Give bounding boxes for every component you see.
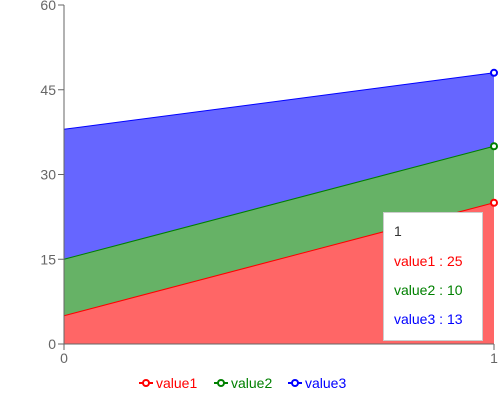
tooltip-row-value1: value1 : 25 [394,253,472,269]
legend-label-value2: value2 [231,375,272,391]
tooltip-row-sep: : [439,282,444,298]
chart-tooltip: 1 value1 : 25 value2 : 10 value3 : 13 [383,212,483,341]
point-value3 [490,68,498,77]
area-value3 [64,72,494,260]
legend-swatch-dot [142,379,150,387]
y-tick-label: 60 [40,0,56,13]
tooltip-row-sep: : [439,311,444,327]
tooltip-row-sep: : [439,253,444,269]
y-tick-label: 15 [40,251,56,267]
tooltip-row-value3: value3 : 13 [394,311,472,327]
tooltip-row-value2: value2 : 10 [394,282,472,298]
point-value2 [490,142,498,151]
legend-swatch-dot [217,379,225,387]
tooltip-title: 1 [394,223,402,239]
tooltip-row-label: value1 [394,253,436,269]
series-line-value2 [63,145,495,260]
legend-label-value3: value3 [305,375,346,391]
x-tick-label: 1 [490,350,498,366]
x-tick-label: 0 [60,350,68,366]
tooltip-row-value: 25 [446,253,463,269]
y-tick-label: 0 [48,336,56,352]
legend-swatch-dot [291,379,299,387]
tooltip-row-value: 13 [446,311,463,327]
series-line-value3 [63,72,495,130]
tooltip-row-label: value2 [394,282,436,298]
point-value1 [490,198,498,207]
y-tick-label: 45 [40,82,56,98]
area-value2 [64,146,494,316]
tooltip-row-label: value3 [394,311,436,327]
y-tick-label: 30 [40,167,56,183]
legend-label-value1: value1 [156,375,197,391]
tooltip-row-value: 10 [446,282,463,298]
